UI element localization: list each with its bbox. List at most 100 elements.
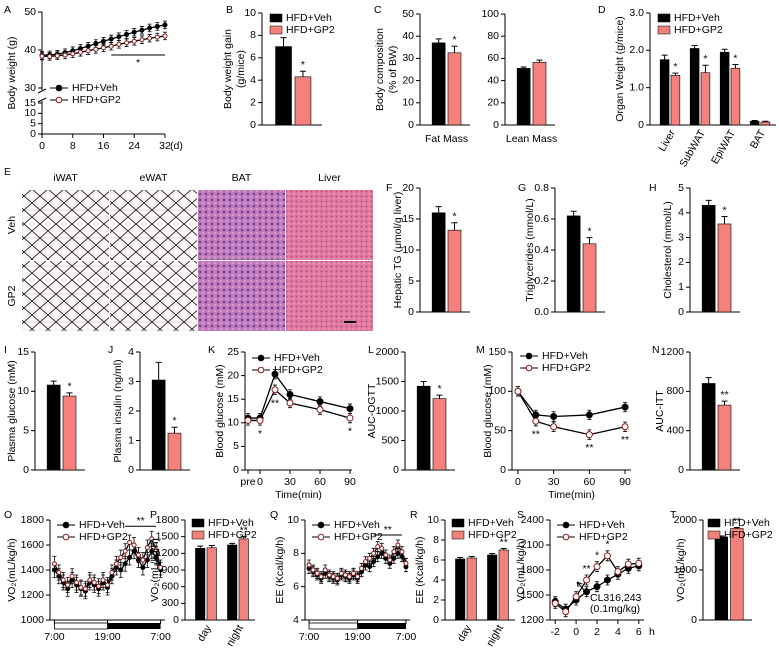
- marker: [375, 544, 381, 550]
- legend-label: HFD+Veh: [674, 12, 720, 24]
- marker: [310, 567, 316, 573]
- marker: [54, 53, 60, 59]
- marker: [379, 545, 385, 551]
- legend-marker: [317, 521, 325, 529]
- bar: [238, 538, 249, 621]
- y-tick-label: 10: [227, 417, 239, 429]
- bar: [498, 549, 509, 621]
- y-axis-label: (% of BW): [387, 46, 399, 94]
- y-tick-label: 1200: [521, 614, 545, 626]
- marker: [318, 574, 324, 580]
- y-tick-label: 2000: [376, 346, 400, 358]
- marker: [101, 45, 106, 51]
- y-tick-label: 0.4: [534, 244, 549, 256]
- panel-label: C: [374, 4, 382, 16]
- bar: [701, 205, 716, 313]
- marker: [82, 586, 88, 592]
- light-phase: [54, 622, 108, 630]
- marker: [51, 561, 57, 567]
- y-axis-label: (g/mice): [235, 50, 247, 88]
- x-tick-label: 0: [39, 140, 45, 152]
- marker: [162, 33, 168, 39]
- legend-swatch: [451, 530, 465, 540]
- y-axis-label: Body composition: [374, 28, 386, 111]
- legend-label: HFD+GP2: [79, 531, 128, 543]
- error-bar: [733, 527, 740, 529]
- marker: [367, 555, 373, 561]
- significance: *: [301, 59, 305, 71]
- marker: [154, 34, 160, 40]
- y-tick-label: 0: [408, 306, 414, 318]
- y-tick-label: 3: [678, 231, 684, 243]
- panel-label: A: [4, 4, 11, 16]
- marker: [550, 413, 558, 421]
- panel-label: I: [4, 344, 7, 356]
- error-bar: [721, 48, 728, 53]
- y-tick-label: 10: [427, 514, 439, 526]
- legend-marker: [525, 364, 533, 372]
- bar: [455, 558, 466, 621]
- y-tick-label: 0: [23, 464, 29, 476]
- bar: [659, 59, 670, 126]
- y-tick-label: 20: [487, 97, 499, 109]
- marker: [135, 552, 141, 558]
- y-tick-label: 5: [408, 275, 414, 287]
- x-tick-label: 60: [314, 476, 326, 488]
- panel-label: O: [4, 509, 12, 521]
- marker: [306, 562, 312, 568]
- error-bar: [155, 361, 162, 381]
- marker: [153, 547, 159, 553]
- bar: [730, 528, 744, 621]
- y-tick-label: 0.2: [534, 275, 549, 287]
- axis-break: [37, 88, 47, 103]
- marker: [124, 40, 130, 46]
- x-tick-label: 24: [128, 140, 140, 152]
- y-axis-label: Body weight gain: [222, 29, 234, 109]
- x-tick-label: 2: [594, 626, 600, 638]
- marker: [139, 27, 145, 33]
- marker: [514, 387, 522, 395]
- bar: [532, 61, 547, 126]
- y-tick-label: 1200: [156, 547, 180, 559]
- significance: **: [532, 429, 540, 441]
- y-tick-label: 1000: [21, 614, 45, 626]
- x-tick-label: 19:00: [344, 631, 370, 643]
- legend-marker: [55, 84, 63, 92]
- panel-label: D: [598, 4, 606, 16]
- error-bar: [208, 545, 215, 548]
- marker: [85, 48, 91, 54]
- y-axis-label: Plasma glucose (mM): [6, 360, 18, 462]
- y-tick-label: 0: [691, 614, 697, 626]
- histology-image: [286, 261, 373, 331]
- marker: [131, 38, 137, 44]
- y-tick-label: 4: [128, 346, 134, 358]
- error-bar: [705, 377, 712, 384]
- legend-marker: [257, 354, 265, 362]
- bar: [431, 42, 446, 126]
- legend-marker: [525, 352, 533, 360]
- bar: [749, 120, 760, 126]
- y-tick-label: 1500: [521, 589, 545, 601]
- x-tick-label: Fat Mass: [425, 133, 468, 145]
- significance: **: [585, 442, 593, 454]
- error-bar: [451, 222, 458, 231]
- panel-label: G: [518, 182, 526, 194]
- legend-swatch: [269, 25, 283, 35]
- y-axis-label: EE (Kcal/kg/h): [414, 536, 426, 603]
- marker: [395, 550, 401, 556]
- y-tick-label: 0: [638, 119, 644, 131]
- legend-label: HFD+Veh: [579, 519, 625, 531]
- bar: [167, 432, 182, 471]
- legend-label: HFD+Veh: [208, 517, 254, 529]
- bar: [275, 46, 292, 126]
- error-bar: [457, 557, 464, 559]
- bar: [466, 557, 477, 621]
- x-tick-label: 4: [615, 626, 621, 638]
- significance: *: [595, 549, 599, 561]
- y-axis-label: Hepatic TG (μmol/g liver): [392, 192, 404, 309]
- significance: *: [733, 52, 737, 64]
- legend-label: HFD+Veh: [542, 350, 588, 362]
- legend-swatch: [191, 530, 205, 540]
- marker: [330, 574, 336, 580]
- y-tick-label: 1200: [21, 589, 45, 601]
